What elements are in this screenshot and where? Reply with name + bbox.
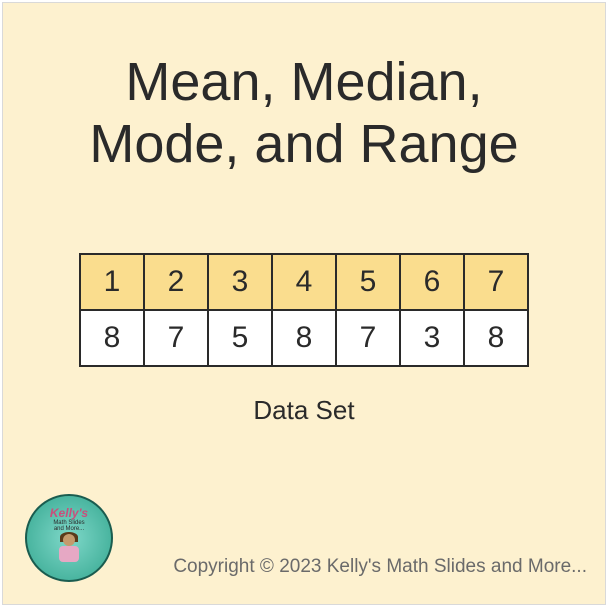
data-table-wrap: 1 2 3 4 5 6 7 8 7 5 8 7 3 8	[3, 253, 605, 367]
logo-brand: Kelly's	[50, 506, 88, 520]
logo-figure-icon	[55, 534, 83, 564]
slide-title: Mean, Median, Mode, and Range	[3, 3, 605, 175]
data-cell: 8	[464, 310, 528, 366]
data-cell: 8	[272, 310, 336, 366]
data-cell: 8	[80, 310, 144, 366]
header-cell: 5	[336, 254, 400, 310]
header-cell: 2	[144, 254, 208, 310]
data-cell: 7	[144, 310, 208, 366]
header-cell: 3	[208, 254, 272, 310]
table-data-row: 8 7 5 8 7 3 8	[80, 310, 528, 366]
brand-logo: Kelly's Math Slides and More...	[25, 494, 113, 582]
data-cell: 3	[400, 310, 464, 366]
header-cell: 1	[80, 254, 144, 310]
header-cell: 7	[464, 254, 528, 310]
title-line-2: Mode, and Range	[3, 113, 605, 175]
data-table: 1 2 3 4 5 6 7 8 7 5 8 7 3 8	[79, 253, 529, 367]
header-cell: 6	[400, 254, 464, 310]
header-cell: 4	[272, 254, 336, 310]
copyright-text: Copyright © 2023 Kelly's Math Slides and…	[173, 556, 587, 578]
data-cell: 7	[336, 310, 400, 366]
data-cell: 5	[208, 310, 272, 366]
table-caption: Data Set	[3, 395, 605, 426]
slide: Mean, Median, Mode, and Range 1 2 3 4 5 …	[2, 2, 606, 605]
title-line-1: Mean, Median,	[3, 51, 605, 113]
table-header-row: 1 2 3 4 5 6 7	[80, 254, 528, 310]
